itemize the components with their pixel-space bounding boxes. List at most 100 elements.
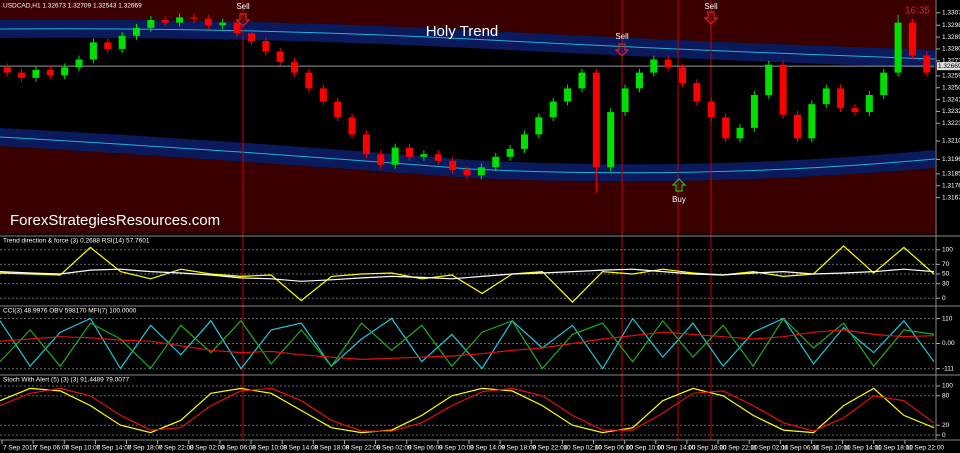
y-tick-label: 1.32710: [942, 58, 960, 65]
candle-body: [118, 35, 126, 49]
sell-arrow: [703, 11, 719, 25]
x-tick-label: 10 Sep 10:00: [626, 445, 665, 452]
candle-body: [61, 67, 69, 76]
x-tick-label: 9 Sep 10:00: [439, 445, 474, 452]
y-tick-label: 1.32415: [942, 96, 960, 103]
x-tick-label: 11 Sep 18:00: [875, 445, 914, 452]
candle-body: [621, 88, 629, 113]
y-tick-label: 20: [942, 422, 950, 429]
candle-body: [3, 67, 11, 73]
y-tick-label: -111: [942, 365, 954, 372]
candle-body: [736, 127, 744, 139]
candle-body: [104, 42, 112, 49]
current-price-label: 1.32669: [938, 63, 960, 70]
candle-body: [434, 154, 442, 161]
panel-title: Trend direction & force (3) 0.2688 RSI(1…: [3, 238, 150, 245]
indicator-line: [0, 317, 935, 370]
panel-title: Stoch With Alert (5) (3) (3) 91.4489 79.…: [3, 377, 129, 384]
candle-body: [750, 94, 758, 128]
y-tick-label: 1.31760: [942, 182, 960, 189]
buy-label: Buy: [672, 195, 686, 204]
y-tick-label: 1.32980: [942, 22, 960, 29]
y-tick-label: 1.32100: [942, 138, 960, 145]
candle-body: [75, 59, 83, 68]
upper-midline: [0, 28, 936, 60]
candle-body: [822, 88, 830, 105]
candle-body: [679, 67, 687, 84]
x-tick-label: 11 Sep 14:00: [844, 445, 883, 452]
x-tick-label: 9 Sep 06:00: [408, 445, 443, 452]
candle-body: [18, 72, 26, 78]
candle-body: [449, 160, 457, 170]
candle-body: [693, 83, 701, 102]
candle-body: [362, 134, 370, 155]
y-tick-label: 1.32800: [942, 46, 960, 53]
lower-blue-band: [0, 128, 935, 182]
candle-body: [219, 22, 227, 26]
candle-body: [190, 17, 198, 19]
channel-bands: [0, 0, 936, 234]
x-tick-label: 7 Sep 22:00: [159, 445, 194, 452]
candle-body: [722, 117, 730, 139]
y-tick-label: 110: [942, 315, 953, 322]
candle-body: [233, 22, 241, 34]
y-tick-label: 1.32505: [942, 84, 960, 91]
y-tick-label: 1.32595: [942, 73, 960, 80]
candle-body: [908, 22, 916, 56]
y-tick-label: 0.00: [942, 340, 955, 347]
candle-body: [32, 69, 40, 78]
candle-body: [204, 18, 212, 26]
candle-body: [607, 112, 615, 168]
candle-body: [664, 59, 672, 68]
y-tick-label: 70: [942, 261, 950, 268]
candle-body: [247, 33, 255, 42]
x-tick-label: 7 Sep 10:00: [65, 445, 100, 452]
indicator-line: [0, 268, 935, 282]
candle-body: [578, 72, 586, 89]
x-tick-label: 8 Sep 22:00: [345, 445, 380, 452]
chart-title: USDCAD,H1 1.32673 1.32709 1.32543 1.3266…: [3, 3, 142, 10]
x-tick-label: 9 Sep 22:00: [532, 445, 567, 452]
indicator-line: [0, 387, 935, 432]
candle-body: [406, 147, 414, 157]
x-tick-label: 11 Sep 22:00: [906, 445, 945, 452]
indicator-line: [0, 317, 935, 370]
x-tick-label: 9 Sep 02:00: [377, 445, 412, 452]
candle-body: [707, 101, 715, 118]
candle-body: [793, 114, 801, 139]
x-tick-label: 10 Sep 14:00: [657, 445, 696, 452]
candle-body: [894, 22, 902, 73]
sell-label: Sell: [236, 2, 250, 11]
x-tick-label: 8 Sep 06:00: [221, 445, 256, 452]
panel-title: CCI(3) 48.9976 OBV 598170 MFI(7) 100.000…: [3, 308, 137, 315]
time-remaining: 16:35: [905, 6, 930, 17]
y-tick-label: 0: [942, 295, 946, 302]
candle-body: [477, 167, 485, 176]
candle-body: [377, 154, 385, 165]
candle-body: [463, 169, 471, 176]
x-tick-label: 7 Sep 2015: [3, 445, 37, 452]
candle-body: [635, 72, 643, 89]
plot-layer: 1.33075 1.32980 1.32890 1.32800 1.32710 1.325…: [0, 10, 960, 452]
y-tick-label: 0: [942, 432, 946, 439]
candle-body: [549, 101, 557, 118]
candle-body: [808, 104, 816, 139]
candle-body: [492, 156, 500, 168]
y-tick-label: 1.32890: [942, 34, 960, 41]
x-tick-label: 7 Sep 06:00: [34, 445, 69, 452]
x-tick-label: 9 Sep 18:00: [501, 445, 536, 452]
candle-body: [650, 59, 658, 73]
y-tick-label: 1.32325: [942, 108, 960, 115]
x-tick-label: 8 Sep 02:00: [190, 445, 225, 452]
candle-body: [147, 20, 155, 28]
candle-body: [89, 42, 97, 60]
x-tick-label: 10 Sep 02:00: [563, 445, 602, 452]
x-tick-label: 9 Sep 14:00: [470, 445, 505, 452]
x-tick-label: 11 Sep 10:00: [812, 445, 851, 452]
candle-body: [851, 108, 859, 113]
y-tick-label: 1.33075: [942, 10, 960, 17]
candle-body: [865, 94, 873, 113]
candle-body: [592, 72, 600, 168]
indicator-line: [0, 329, 935, 361]
